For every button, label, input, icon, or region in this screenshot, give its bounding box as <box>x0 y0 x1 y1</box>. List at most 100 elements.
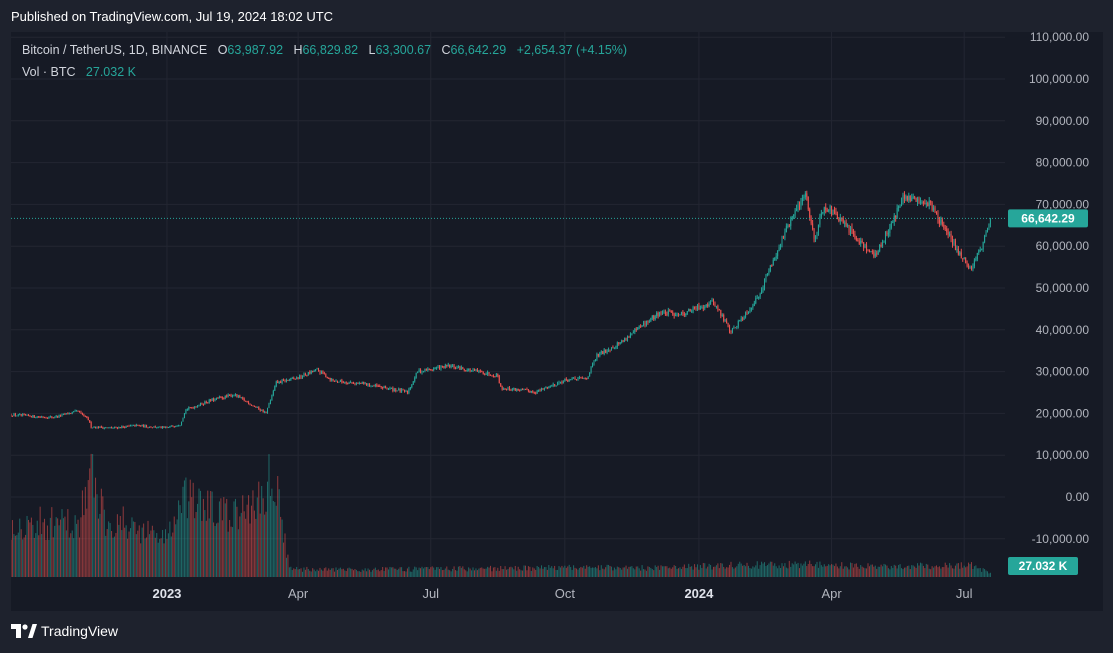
volume-bar <box>676 568 678 577</box>
volume-bar <box>361 569 363 577</box>
volume-bar <box>517 566 519 577</box>
volume-bar <box>627 568 629 577</box>
candle-body <box>471 370 473 372</box>
candle-body <box>181 421 183 426</box>
candle-body <box>527 389 529 391</box>
volume-bar <box>914 566 916 577</box>
candle-body <box>326 377 328 379</box>
volume-bar <box>797 562 799 577</box>
volume-bar <box>733 568 735 577</box>
candle-body <box>858 241 860 244</box>
candle-body <box>482 371 484 375</box>
volume-bar <box>740 563 742 577</box>
candle-body <box>134 424 136 427</box>
volume-bar <box>70 533 72 577</box>
volume-bar <box>288 567 290 577</box>
candle-body <box>242 397 244 399</box>
volume-bar <box>696 564 698 577</box>
volume-bar <box>326 570 328 577</box>
candle-body <box>578 377 580 379</box>
volume-bar <box>587 566 589 577</box>
candle-body <box>278 381 280 384</box>
candle-body <box>319 370 321 374</box>
volume-bar <box>790 566 792 577</box>
volume-bar <box>341 569 343 577</box>
volume-bar <box>882 566 884 577</box>
volume-histogram <box>11 453 991 577</box>
candle-body <box>494 376 496 378</box>
volume-bar <box>599 570 601 577</box>
candle-body <box>625 338 627 341</box>
time-axis[interactable]: 2023 Apr Jul Oct 2024 Apr Jul <box>11 577 1103 611</box>
candle-body <box>781 235 783 246</box>
volume-bar <box>820 565 822 577</box>
candle-body <box>420 369 422 373</box>
candle-body <box>226 395 228 397</box>
volume-bar <box>924 568 926 577</box>
volume-bar <box>398 568 400 577</box>
candle-body <box>600 351 602 353</box>
volume-bar <box>23 537 25 577</box>
volume-bar <box>287 554 289 577</box>
volume-bar <box>745 566 747 577</box>
volume-bar <box>96 494 98 577</box>
volume-bar <box>354 568 356 577</box>
volume-bar <box>62 518 64 577</box>
candle-body <box>968 266 970 268</box>
volume-bar <box>828 564 830 577</box>
candle-body <box>797 205 799 209</box>
high-value: 66,829.82 <box>302 43 359 57</box>
price-axis[interactable]: 110,000.00 100,000.00 90,000.00 80,000.00 70… <box>1005 30 1103 577</box>
candle-body <box>81 412 83 415</box>
volume-bar <box>822 566 824 577</box>
candle-body <box>857 240 859 242</box>
candle-body <box>402 389 404 391</box>
symbol-title[interactable]: Bitcoin / TetherUS, 1D, BINANCE <box>22 43 208 57</box>
candle-body <box>25 414 27 416</box>
candle-body <box>383 386 385 389</box>
candle-body <box>734 327 736 329</box>
candle-body <box>431 369 433 371</box>
volume-bar <box>417 570 419 577</box>
volume-bar <box>183 480 185 577</box>
candle-body <box>49 416 51 418</box>
volume-bar <box>74 515 76 577</box>
volume-bar <box>953 568 955 577</box>
candle-body <box>265 411 267 413</box>
candle-body <box>151 427 153 429</box>
candle-body <box>632 332 634 334</box>
candle-body <box>761 290 763 294</box>
volume-bar <box>481 567 483 577</box>
price-chart[interactable] <box>11 32 1005 577</box>
volume-bar <box>357 571 359 577</box>
volume-bar <box>267 481 269 577</box>
volume-bar <box>160 538 162 577</box>
candle-body <box>150 426 152 428</box>
candle-body <box>676 314 678 316</box>
volume-bar <box>57 518 59 577</box>
tradingview-logo-icon <box>11 624 37 638</box>
candle-body <box>339 380 341 382</box>
candle-body <box>267 407 269 413</box>
volume-bar <box>376 570 378 577</box>
volume-bar <box>211 491 213 577</box>
volume-bar <box>545 567 547 577</box>
volume-bar <box>412 569 414 577</box>
chart-pane[interactable] <box>11 32 1005 577</box>
candle-body <box>312 370 314 372</box>
candle-body <box>683 313 685 316</box>
candle-body <box>111 427 113 429</box>
candle-body <box>412 381 414 385</box>
volume-bar <box>380 570 382 577</box>
candle-body <box>825 207 827 210</box>
volume-bar <box>80 517 82 577</box>
volume-bar <box>223 497 225 577</box>
tradingview-footer[interactable]: TradingView <box>11 623 118 639</box>
volume-bar <box>743 565 745 577</box>
candle-body <box>541 388 543 391</box>
volume-label[interactable]: Vol · BTC <box>22 65 76 79</box>
candle-body <box>538 389 540 391</box>
candle-body <box>842 218 844 224</box>
volume-bar <box>151 525 153 577</box>
volume-bar <box>443 569 445 577</box>
